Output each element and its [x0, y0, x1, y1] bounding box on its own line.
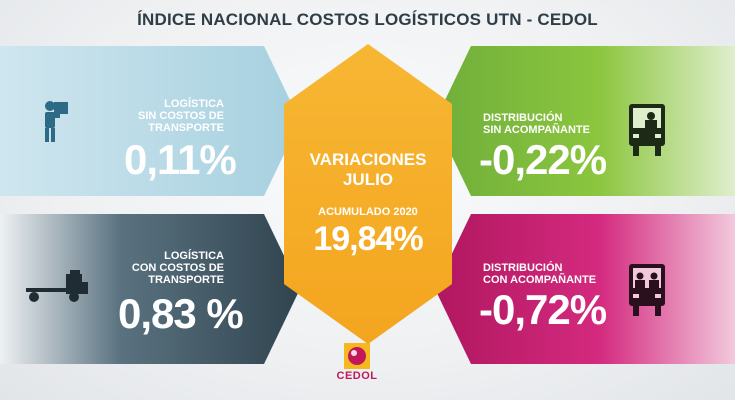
panel-distribucion-con-acompanante: DISTRIBUCIÓN CON ACOMPAÑANTE -0,72%	[435, 214, 735, 364]
truck-front-one-driver-icon	[629, 104, 665, 156]
truck-front-two-people-icon	[629, 264, 665, 316]
panel-label-line: CON COSTOS DE	[131, 262, 224, 274]
panel-label-line: DISTRIBUCIÓN	[483, 262, 563, 274]
panel-label-line: CON ACOMPAÑANTE	[483, 274, 597, 286]
panel-label-line: SIN ACOMPAÑANTE	[483, 124, 590, 136]
panel-value: -0,22%	[479, 136, 607, 183]
panel-value: 0,83 %	[118, 290, 244, 337]
worker-carrying-box-icon	[45, 101, 68, 142]
center-accum-value: 19,84%	[313, 220, 423, 258]
panel-label-line: TRANSPORTE	[148, 122, 224, 134]
truck-icon	[26, 270, 88, 302]
panel-logistica-sin-transporte: LOGÍSTICA SIN COSTOS DE TRANSPORTE 0,11%	[0, 46, 300, 196]
cedol-logo: CEDOL	[334, 342, 380, 382]
center-heading-line1: VARIACIONES	[309, 150, 427, 169]
cedol-logo-text: CEDOL	[336, 370, 378, 382]
panel-label-line: SIN COSTOS DE	[138, 110, 224, 122]
panel-value: 0,11%	[124, 136, 237, 183]
center-accum-label: ACUMULADO 2020	[318, 206, 418, 218]
panel-distribucion-sin-acompanante: DISTRIBUCIÓN SIN ACOMPAÑANTE -0,22%	[435, 46, 735, 196]
panel-label-line: LOGÍSTICA	[164, 250, 224, 262]
cedol-logo-icon	[344, 343, 370, 369]
page-title: ÍNDICE NACIONAL COSTOS LOGÍSTICOS UTN - …	[137, 10, 598, 29]
center-variations-hexagon: VARIACIONES JULIO ACUMULADO 2020 19,84%	[284, 44, 452, 344]
panel-label-line: LOGÍSTICA	[164, 98, 224, 110]
panel-value: -0,72%	[479, 286, 607, 333]
panel-label-line: TRANSPORTE	[148, 274, 224, 286]
panel-label-line: DISTRIBUCIÓN	[483, 112, 563, 124]
center-heading-line2: JULIO	[342, 170, 394, 189]
panel-logistica-con-transporte: LOGÍSTICA CON COSTOS DE TRANSPORTE 0,83 …	[0, 214, 300, 364]
